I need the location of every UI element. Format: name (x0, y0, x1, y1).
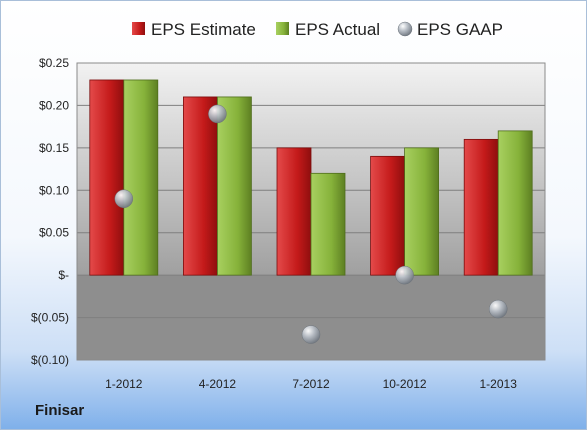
point-eps-gaap (301, 325, 321, 344)
bar-eps-actual (123, 79, 159, 276)
bar-eps-estimate (182, 96, 218, 276)
x-tick-label: 1-2012 (105, 377, 143, 391)
x-tick-label: 7-2012 (292, 377, 330, 391)
y-tick-label: $(0.10) (31, 353, 69, 367)
gaap-points (114, 104, 508, 344)
bar-eps-estimate (370, 155, 406, 276)
bar-eps-estimate (89, 79, 125, 276)
y-tick-label: $0.05 (39, 226, 69, 240)
bar-eps-actual (310, 172, 346, 276)
point-eps-gaap (208, 104, 227, 124)
y-tick-label: $0.25 (39, 56, 69, 70)
legend-label: EPS GAAP (417, 20, 503, 39)
bars (89, 79, 533, 276)
legend-marker (276, 22, 289, 35)
legend-marker (132, 22, 145, 35)
x-tick-label: 10-2012 (383, 377, 427, 391)
point-eps-gaap (395, 265, 414, 285)
x-tick-label: 4-2012 (199, 377, 237, 391)
bar-eps-actual (216, 96, 252, 276)
y-tick-label: $0.20 (39, 98, 69, 112)
y-tick-label: $(0.05) (31, 311, 69, 325)
legend-label: EPS Actual (295, 20, 380, 39)
point-eps-gaap (488, 299, 508, 319)
company-name: Finisar (35, 402, 85, 419)
bar-eps-actual (404, 147, 440, 276)
y-tick-label: $0.10 (39, 183, 69, 197)
x-tick-label: 1-2013 (480, 377, 518, 391)
bar-eps-estimate (276, 147, 312, 276)
y-tick-label: $- (58, 268, 69, 282)
bar-eps-estimate (463, 138, 499, 276)
legend-marker-eps-gaap (397, 21, 413, 37)
bar-eps-actual (497, 130, 533, 276)
point-eps-gaap (114, 189, 134, 209)
plot-border (76, 62, 546, 361)
axes: $0.25 $0.20 $0.15 $0.10 $0.05 $- $(0.05) $(0.10… (31, 56, 546, 391)
legend-label: EPS Estimate (151, 20, 256, 39)
y-tick-label: $0.15 (39, 141, 69, 155)
legend: EPS Estimate EPS Actual EPS GAAP (132, 20, 503, 39)
